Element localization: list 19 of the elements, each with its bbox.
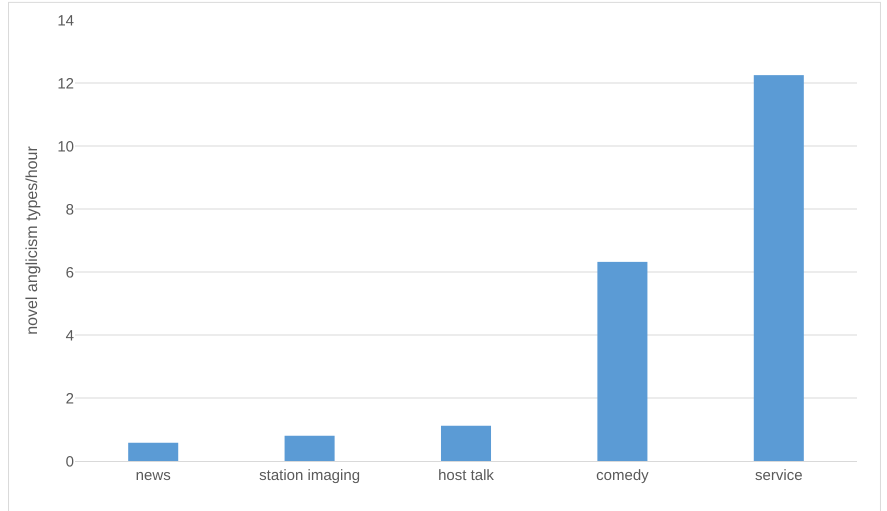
bar: [440, 426, 492, 461]
x-tick-label: station imaging: [259, 467, 360, 484]
y-tick-label: 4: [66, 327, 74, 344]
y-tick-label: 8: [66, 201, 74, 218]
bar: [754, 75, 804, 461]
bar: [597, 262, 648, 461]
x-tick-label: service: [755, 467, 803, 484]
y-tick-label: 6: [66, 264, 74, 282]
bar: [128, 442, 178, 461]
x-tick-label: news: [136, 467, 171, 484]
x-tick-label: host talk: [438, 467, 494, 484]
y-tick-label: 10: [57, 138, 74, 156]
y-tick-label: 14: [57, 12, 74, 30]
y-tick-label: 2: [66, 390, 74, 408]
x-tick-label: comedy: [596, 467, 650, 484]
y-axis-title: novel anglicism types/hour: [24, 146, 42, 335]
y-tick-label: 0: [66, 453, 74, 470]
bar: [284, 436, 335, 461]
y-tick-label: 12: [57, 75, 74, 92]
